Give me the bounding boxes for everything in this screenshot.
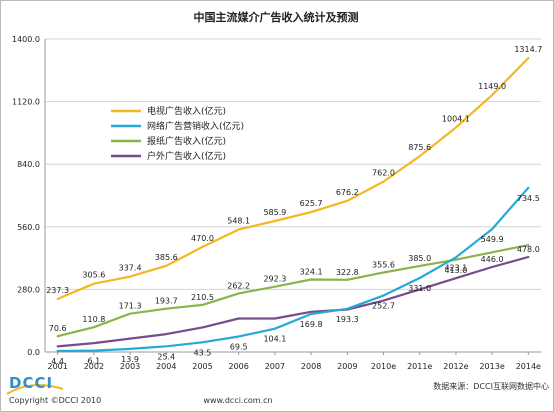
data-label: 324.1: [300, 268, 323, 277]
x-tick-label: 2008: [301, 362, 321, 371]
legend-entry: 报纸广告收入(亿元): [147, 135, 226, 147]
data-label: 478.0: [517, 245, 540, 254]
legend-entry: 户外广告收入(亿元): [147, 150, 226, 162]
data-label: 549.9: [481, 235, 504, 244]
y-tick-label: 1120.0: [12, 98, 40, 107]
data-label: 470.0: [191, 234, 214, 243]
legend-entry: 电视广告收入(亿元): [147, 105, 226, 117]
data-label: 70.6: [49, 324, 67, 333]
x-tick-label: 2003: [120, 362, 140, 371]
y-tick-label: 840.0: [17, 160, 40, 169]
y-tick-label: 560.0: [17, 223, 40, 232]
data-label: 110.8: [82, 315, 105, 324]
data-label: 676.2: [336, 188, 359, 197]
chart-title: 中国主流媒介广告收入统计及预测: [194, 10, 359, 24]
x-tick-label: 2005: [192, 362, 212, 371]
series-line: [56, 186, 530, 353]
data-label: 104.1: [263, 335, 286, 344]
website-url: www.dcci.com.cn: [203, 396, 272, 405]
data-label: 262.2: [227, 281, 250, 290]
logo-swoosh-icon: [6, 384, 64, 395]
x-tick-label: 2010e: [371, 362, 396, 371]
legend-entry: 网络广告营销收入(亿元): [147, 120, 244, 132]
data-label: 210.5: [191, 293, 214, 302]
x-tick-label: 2001: [47, 362, 67, 371]
data-label: 355.6: [372, 260, 395, 269]
data-label: 413.0: [444, 266, 467, 275]
series-line: [56, 255, 530, 348]
data-label: 585.9: [263, 208, 286, 217]
data-label: 1314.7: [514, 45, 542, 54]
copyright-text: Copyright ©DCCI 2010: [9, 396, 101, 405]
legend: 电视广告收入(亿元) 网络广告营销收入(亿元) 报纸广告收入(亿元) 户外广告收入(亿…: [111, 105, 244, 162]
data-label: 193.7: [155, 297, 178, 306]
x-tick-label: 2004: [156, 362, 176, 371]
x-tick-label: 2012e: [443, 362, 468, 371]
logo-text: DCCI: [9, 374, 53, 392]
data-label: 237.3: [46, 286, 69, 295]
data-label: 762.0: [372, 169, 395, 178]
y-tick-label: 1400.0: [12, 35, 40, 44]
data-label: 385.6: [155, 253, 178, 262]
data-label: 385.0: [408, 254, 431, 263]
dcci-logo: DCCI: [6, 374, 64, 395]
y-tick-label: 280.0: [17, 285, 40, 294]
data-label: 169.8: [300, 320, 323, 329]
data-label: 305.6: [82, 271, 105, 280]
data-label: 171.3: [119, 302, 142, 311]
data-label: 4.4: [51, 357, 64, 366]
data-label: 25.4: [157, 352, 175, 361]
data-label: 193.3: [336, 315, 359, 324]
x-tick-label: 2002: [84, 362, 104, 371]
data-label: 446.0: [481, 255, 504, 264]
series-line: [56, 56, 530, 300]
data-label: 292.3: [263, 275, 286, 284]
grid: [45, 38, 541, 290]
data-labels: 237.3 305.6 337.4 385.6 470.0 548.1 585.9 625.7…: [46, 45, 542, 366]
data-label: 13.9: [121, 355, 139, 364]
data-label: 322.8: [336, 268, 359, 277]
y-tick-label: 0.0: [27, 348, 40, 357]
series-group: [56, 56, 530, 353]
data-source: 数据来源：DCCI互联网数据中心: [433, 381, 549, 391]
data-label: 331.0: [408, 284, 431, 293]
x-tick-label: 2011e: [407, 362, 432, 371]
x-tick-label: 2006: [229, 362, 249, 371]
data-label: 69.5: [230, 342, 248, 351]
data-label: 423.1: [444, 263, 467, 272]
data-label: 1149.0: [478, 82, 506, 91]
data-label: 548.1: [227, 216, 250, 225]
data-label: 625.7: [300, 199, 323, 208]
x-tick-label: 2013e: [479, 362, 504, 371]
data-label: 43.5: [194, 348, 212, 357]
axes: 0.0 280.0 560.0 840.0 1120.0 1400.0 2001 2002 20…: [12, 35, 541, 371]
x-tick-label: 2009: [337, 362, 357, 371]
x-tick-label: 2007: [265, 362, 285, 371]
data-label: 337.4: [119, 264, 142, 273]
data-label: 734.5: [517, 194, 540, 203]
data-label: 252.7: [372, 302, 395, 311]
data-label: 1004.1: [442, 115, 470, 124]
data-label: 875.6: [408, 143, 431, 152]
x-tick-label: 2014e: [516, 362, 541, 371]
data-label: 6.1: [88, 357, 101, 366]
